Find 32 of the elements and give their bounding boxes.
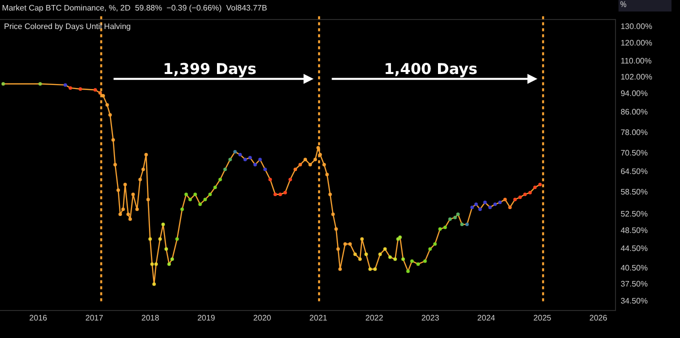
x-tick-label: 2018 (141, 314, 160, 323)
x-tick-label: 2017 (85, 314, 104, 323)
annotation: 1,399 Days (163, 60, 257, 78)
x-tick-label: 2026 (589, 314, 608, 323)
y-tick-label: 130.00% (620, 22, 652, 32)
y-tick-label: 34.50% (620, 296, 648, 306)
x-tick-label: 2020 (253, 314, 272, 323)
y-axis-title: % (620, 0, 627, 10)
y-tick-label: 40.50% (620, 263, 648, 272)
x-tick-label: 2025 (533, 314, 552, 323)
x-tick-label: 2024 (477, 314, 496, 323)
x-tick-label: 2022 (365, 314, 384, 323)
y-tick-label: 120.00% (620, 38, 652, 48)
annotation: 1,400 Days (384, 60, 478, 78)
y-tick-label: 44.50% (620, 244, 648, 253)
y-tick-label: 102.00% (620, 72, 652, 82)
x-tick-label: 2016 (29, 314, 48, 323)
x-tick-label: 2021 (309, 314, 328, 323)
x-tick-label: 2023 (421, 314, 440, 323)
y-tick-label: 94.00% (620, 89, 648, 98)
y-tick-label: 48.50% (620, 226, 648, 236)
y-tick-label: 52.50% (620, 210, 648, 219)
y-tick-label: 58.50% (620, 187, 648, 196)
y-tick-label: 37.50% (620, 279, 648, 288)
y-tick-label: 86.00% (620, 108, 648, 117)
y-tick-label: 110.00% (620, 56, 652, 66)
y-tick-label: 64.50% (620, 167, 648, 176)
y-tick-label: 70.50% (620, 148, 648, 158)
y-tick-label: 78.00% (620, 128, 648, 137)
chart-subtitle: Price Colored by Days Until Halving (4, 22, 131, 31)
chart-title: Market Cap BTC Dominance, %, 2D 59.88% −0.39 (−0.66%) Vol843.77B (2, 4, 268, 13)
x-tick-label: 2019 (197, 314, 216, 323)
